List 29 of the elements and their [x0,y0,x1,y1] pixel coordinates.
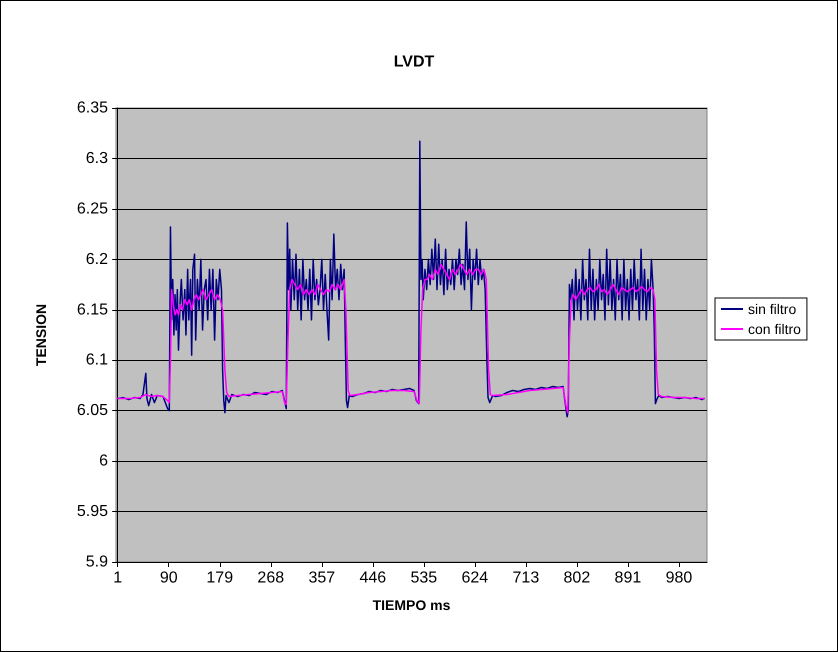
line-series [116,140,705,418]
x-axis-title: TIEMPO ms [372,597,451,613]
x-tick-label: 891 [614,570,642,586]
y-tick-label: 5.9 [86,554,108,570]
x-tick-label: 90 [160,570,178,586]
y-tick-label: 6.35 [76,100,108,116]
y-tick-label: 6 [99,452,108,470]
legend-label: sin filtro [748,301,796,317]
x-tick-label: 980 [666,570,692,586]
y-tick-label: 6.3 [86,150,108,167]
x-tick-label: 268 [257,570,284,586]
y-tick-label: 5.95 [76,503,108,520]
line-series [116,264,705,414]
y-axis-title: TENSION [33,304,49,366]
x-tick-label: 446 [359,570,386,586]
legend-label: con filtro [748,321,802,337]
x-tick-label: 802 [564,570,590,586]
y-tick-label: 6.1 [86,352,108,369]
chart-title: LVDT [394,54,435,70]
y-tick-label: 6.05 [76,402,108,420]
x-tick-label: 179 [206,570,234,586]
x-tick-label: 357 [308,570,336,586]
x-tick-label: 624 [461,570,488,586]
x-tick-label: 713 [512,570,540,586]
y-tick-label: 6.2 [86,250,108,268]
y-tick-label: 6.25 [76,200,108,218]
y-tick-label: 6.15 [76,301,108,318]
x-tick-label: 1 [113,570,122,586]
x-tick-label: 535 [410,570,438,586]
